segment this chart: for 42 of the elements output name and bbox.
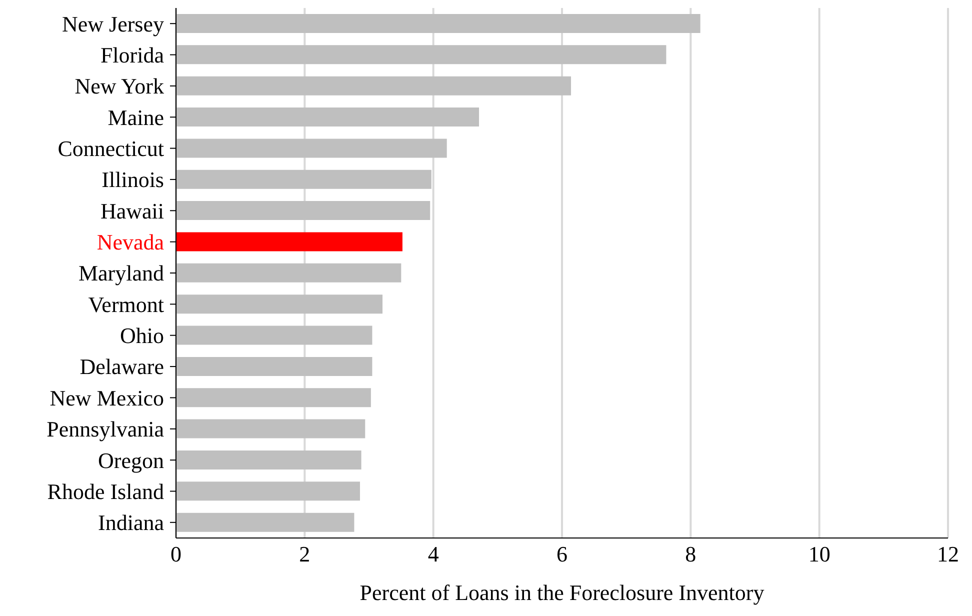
y-tick-label: Rhode Island — [47, 478, 164, 504]
x-tick-label: 10 — [808, 542, 830, 567]
bar — [176, 263, 402, 282]
y-tick-label: Delaware — [80, 354, 164, 380]
y-tick-label: Pennsylvania — [46, 416, 164, 442]
y-tick-label: Maine — [108, 104, 164, 130]
y-tick-label: Maryland — [78, 260, 164, 286]
x-tick-label: 8 — [685, 542, 696, 567]
bar — [176, 388, 371, 408]
y-tick-label: Ohio — [120, 323, 164, 348]
bar — [176, 108, 480, 127]
bar — [176, 326, 372, 345]
y-tick-label: Florida — [100, 42, 164, 68]
y-tick-label: New York — [74, 74, 164, 99]
bar — [176, 138, 447, 158]
bar — [176, 356, 372, 376]
x-tick-label: 4 — [428, 542, 439, 567]
y-tick-label: Vermont — [88, 292, 164, 317]
bar — [176, 14, 700, 33]
y-tick-label: New Mexico — [50, 385, 164, 410]
bar — [176, 76, 572, 96]
bar — [176, 512, 354, 532]
y-tick-label: Nevada — [96, 230, 164, 255]
bar — [176, 201, 430, 220]
bar — [176, 419, 366, 438]
y-tick-label: Hawaii — [100, 198, 164, 224]
bar — [176, 294, 383, 314]
y-tick-label: Illinois — [102, 167, 164, 192]
bar — [176, 450, 362, 470]
bar — [176, 232, 402, 252]
x-axis-title: Percent of Loans in the Foreclosure Inventory — [360, 580, 764, 605]
y-tick-label: Indiana — [98, 510, 164, 536]
bar — [176, 45, 666, 64]
x-tick-label: 2 — [299, 542, 310, 567]
y-tick-label: New Jersey — [62, 11, 164, 36]
bar — [176, 170, 432, 189]
y-tick-label: Oregon — [98, 448, 164, 473]
x-tick-label: 12 — [937, 542, 959, 567]
x-tick-label: 0 — [170, 542, 182, 567]
x-tick-label: 6 — [556, 542, 568, 567]
bar — [176, 482, 360, 501]
y-tick-label: Connecticut — [58, 136, 164, 161]
